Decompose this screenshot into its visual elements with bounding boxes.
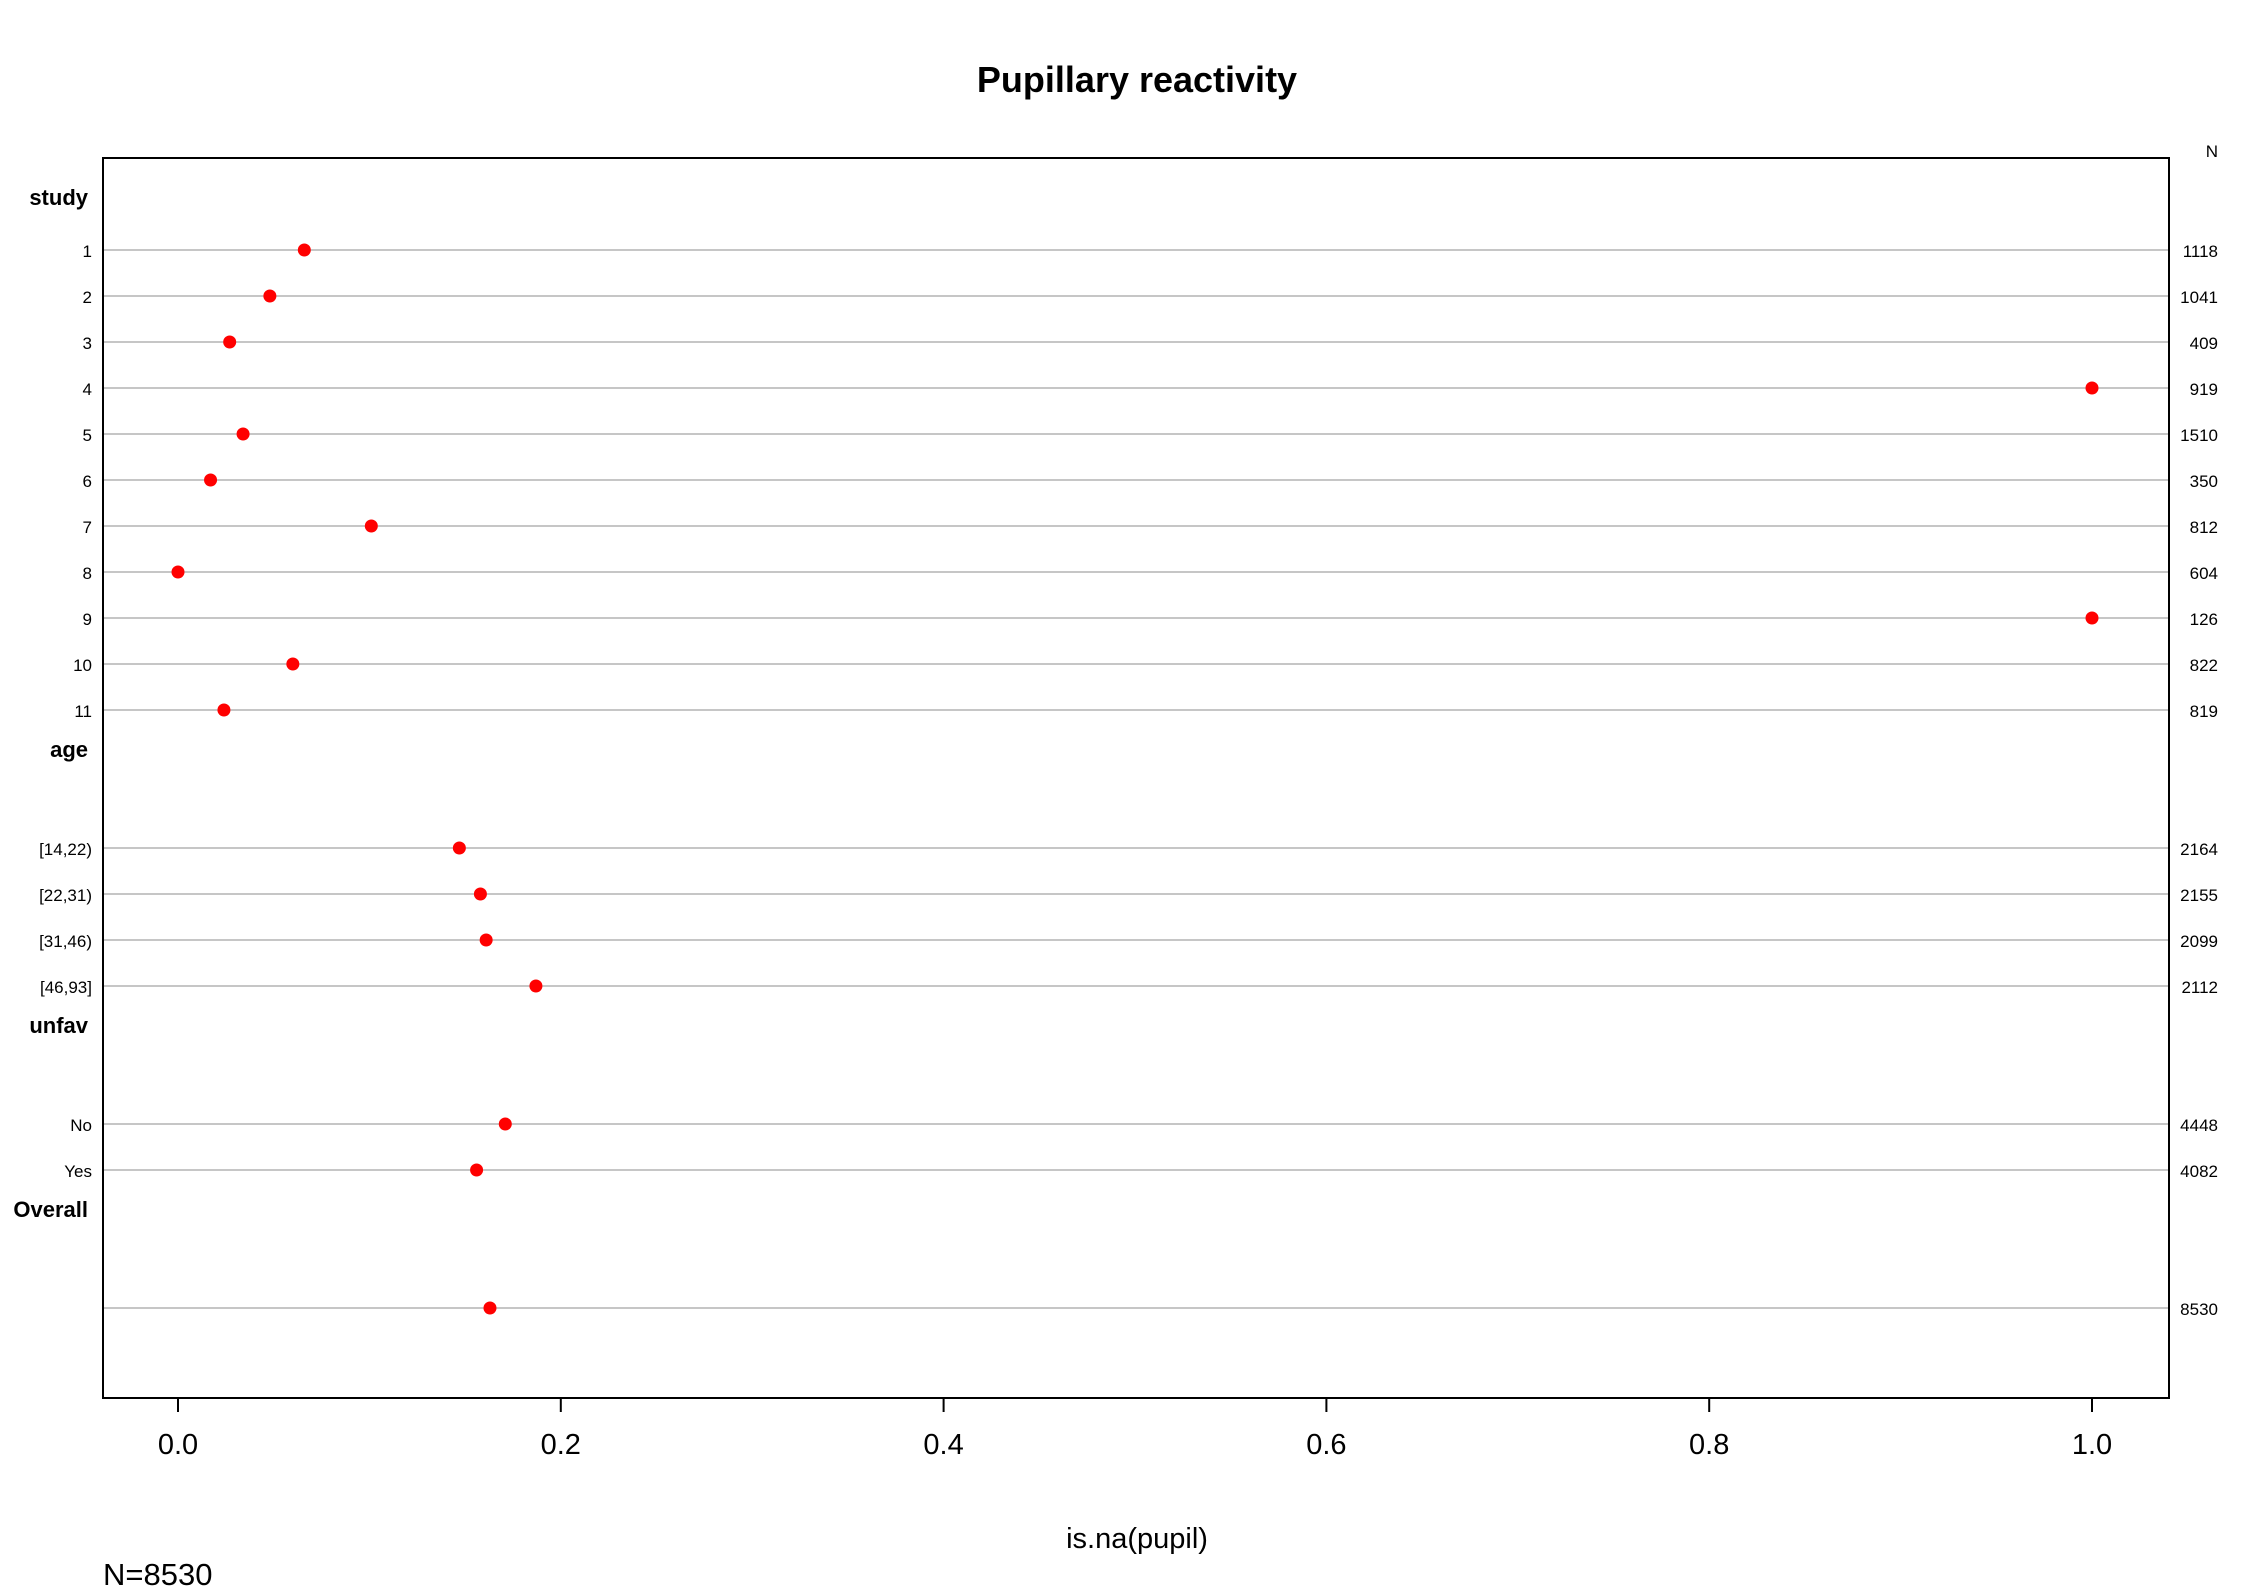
row-labels: study 1 2 3 4 5 6 7 8 9 10 11 age [14,22) [22,31) [31,4…: [13, 185, 92, 1222]
x-axis: 0.0 0.2 0.4 0.6 0.8 1.0: [158, 1398, 2112, 1461]
x-tick-label: 0.4: [923, 1429, 963, 1461]
n-value: 812: [2190, 518, 2218, 537]
x-tick-label: 0.8: [1689, 1429, 1729, 1461]
data-point: [529, 979, 543, 993]
row-label: 2: [83, 288, 92, 307]
row-label: Yes: [64, 1162, 92, 1181]
n-column-header: N: [2206, 142, 2218, 161]
n-value: 409: [2190, 334, 2218, 353]
n-value: 2099: [2180, 932, 2218, 951]
data-point: [263, 289, 277, 303]
n-value: 1118: [2183, 242, 2218, 261]
data-point: [297, 243, 311, 257]
row-label: 4: [83, 380, 92, 399]
n-value: 2112: [2181, 978, 2218, 997]
group-label-study: study: [29, 185, 88, 210]
data-point: [473, 887, 487, 901]
group-label-overall: Overall: [13, 1197, 88, 1222]
n-value: 126: [2190, 610, 2218, 629]
row-label: [14,22): [39, 840, 92, 859]
data-point: [204, 473, 218, 487]
data-point: [236, 427, 250, 441]
n-value: 1041: [2180, 288, 2218, 307]
row-label: 10: [73, 656, 92, 675]
row-label: 1: [83, 242, 92, 261]
x-tick-label: 0.0: [158, 1429, 198, 1461]
n-value: 2164: [2180, 840, 2218, 859]
row-label: 8: [83, 564, 92, 583]
footnote-n: N=8530: [103, 1557, 212, 1587]
row-label: 3: [83, 334, 92, 353]
data-point: [479, 933, 493, 947]
row-label: No: [70, 1116, 92, 1135]
n-values: 1118 1041 409 919 1510 350 812 604 126 822 819 2164…: [2180, 242, 2218, 1319]
group-label-age: age: [50, 737, 88, 762]
row-label: [31,46): [39, 932, 92, 951]
data-point: [223, 335, 237, 349]
group-label-unfav: unfav: [29, 1013, 88, 1038]
data-point: [217, 703, 231, 717]
row-label: [46,93]: [40, 978, 92, 997]
row-label: 11: [74, 702, 92, 721]
row-label: 7: [83, 518, 92, 537]
n-value: 350: [2190, 472, 2218, 491]
data-point: [2085, 611, 2099, 625]
n-value: 8530: [2180, 1300, 2218, 1319]
n-value: 4082: [2180, 1162, 2218, 1181]
n-value: 919: [2190, 380, 2218, 399]
x-axis-title: is.na(pupil): [1066, 1523, 1208, 1555]
data-point: [364, 519, 378, 533]
data-point: [483, 1301, 497, 1315]
n-value: 1510: [2180, 426, 2218, 445]
n-value: 4448: [2180, 1116, 2218, 1135]
n-value: 819: [2190, 702, 2218, 721]
data-point: [470, 1163, 484, 1177]
data-points: [171, 243, 2099, 1315]
x-tick-label: 0.2: [541, 1429, 581, 1461]
grid-lines: [103, 249, 2169, 1309]
data-point: [2085, 381, 2099, 395]
row-label: 9: [83, 610, 92, 629]
n-value: 604: [2190, 564, 2218, 583]
n-value: 822: [2190, 656, 2218, 675]
n-value: 2155: [2180, 886, 2218, 905]
row-label: 6: [83, 472, 92, 491]
chart-title: Pupillary reactivity: [977, 59, 1297, 100]
data-point: [452, 841, 466, 855]
row-label: [22,31): [39, 886, 92, 905]
row-label: 5: [83, 426, 92, 445]
data-point: [171, 565, 185, 579]
plot-frame: [102, 157, 2170, 1399]
data-point: [286, 657, 300, 671]
x-tick-label: 0.6: [1306, 1429, 1346, 1461]
x-tick-label: 1.0: [2072, 1429, 2112, 1461]
data-point: [498, 1117, 512, 1131]
